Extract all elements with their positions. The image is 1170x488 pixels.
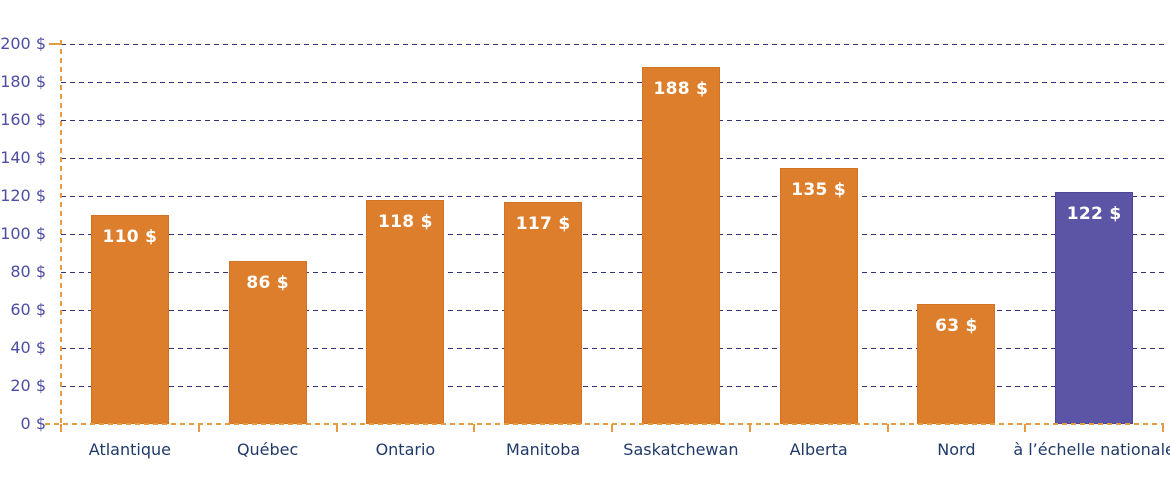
bar-value-label: 86 $	[246, 272, 289, 293]
x-axis-label: Manitoba	[506, 440, 581, 459]
gridline-60	[61, 309, 1164, 311]
bar-value-label: 118 $	[378, 211, 433, 232]
y-axis-tick-label: 60 $	[10, 300, 46, 319]
x-axis-tick	[1162, 424, 1164, 432]
x-axis-tick	[473, 424, 476, 432]
y-axis-top-tick	[49, 43, 61, 45]
y-axis-tick-label: 100 $	[0, 224, 46, 243]
y-axis-tick-label: 40 $	[10, 338, 46, 357]
bar-ontario	[366, 199, 445, 424]
x-axis-label: Ontario	[375, 440, 436, 459]
x-axis-tick	[611, 424, 613, 432]
x-axis-tick	[886, 424, 889, 432]
gridline-80	[61, 271, 1164, 273]
bar-value-label: 117 $	[515, 213, 571, 234]
gridline-200	[61, 43, 1164, 45]
bar-manitoba	[504, 201, 583, 424]
bar--l-chelle-nationale	[1055, 192, 1134, 424]
x-axis-label: Alberta	[789, 440, 848, 459]
y-axis-tick-label: 20 $	[10, 376, 46, 395]
x-axis-tick	[748, 424, 751, 432]
gridline-40	[61, 347, 1164, 349]
bar-qu-bec	[228, 260, 307, 424]
y-axis-tick-label: 80 $	[10, 262, 46, 281]
bar-value-label: 110 $	[102, 227, 158, 247]
y-axis-tick-label: 140 $	[0, 148, 46, 167]
y-axis-tick-label: 180 $	[0, 72, 46, 91]
y-axis-line	[60, 40, 62, 424]
y-axis-tick-label: 160 $	[0, 110, 46, 129]
gridline-180	[61, 81, 1164, 83]
x-axis-tick	[197, 424, 200, 432]
bar-nord	[917, 304, 996, 424]
y-axis-tick-label: 200 $	[0, 34, 46, 53]
x-axis-tick	[1024, 424, 1027, 432]
bar-saskatchewan	[641, 66, 720, 424]
gridline-140	[61, 157, 1164, 159]
bar-value-label: 135 $	[791, 179, 846, 200]
x-axis-label: à l’échelle nationale	[1013, 440, 1170, 459]
x-axis-label: Atlantique	[88, 440, 171, 459]
x-axis-tick	[60, 424, 62, 432]
x-axis-line	[45, 423, 1164, 425]
y-axis-tick-label: 0 $	[20, 414, 46, 433]
x-axis-label: Nord	[937, 440, 976, 459]
gridline-120	[61, 195, 1164, 197]
gridline-20	[61, 385, 1164, 387]
bar-value-label: 63 $	[935, 316, 978, 337]
x-axis-label: Québec	[236, 440, 299, 459]
gridline-160	[61, 119, 1164, 121]
x-axis-tick	[335, 424, 338, 432]
bar-alberta	[779, 167, 858, 424]
gridline-100	[61, 233, 1164, 235]
bar-value-label: 188 $	[653, 78, 709, 99]
y-axis-tick-label: 120 $	[0, 186, 46, 205]
bar-value-label: 122 $	[1066, 204, 1122, 225]
x-axis-label: Saskatchewan	[623, 440, 739, 459]
